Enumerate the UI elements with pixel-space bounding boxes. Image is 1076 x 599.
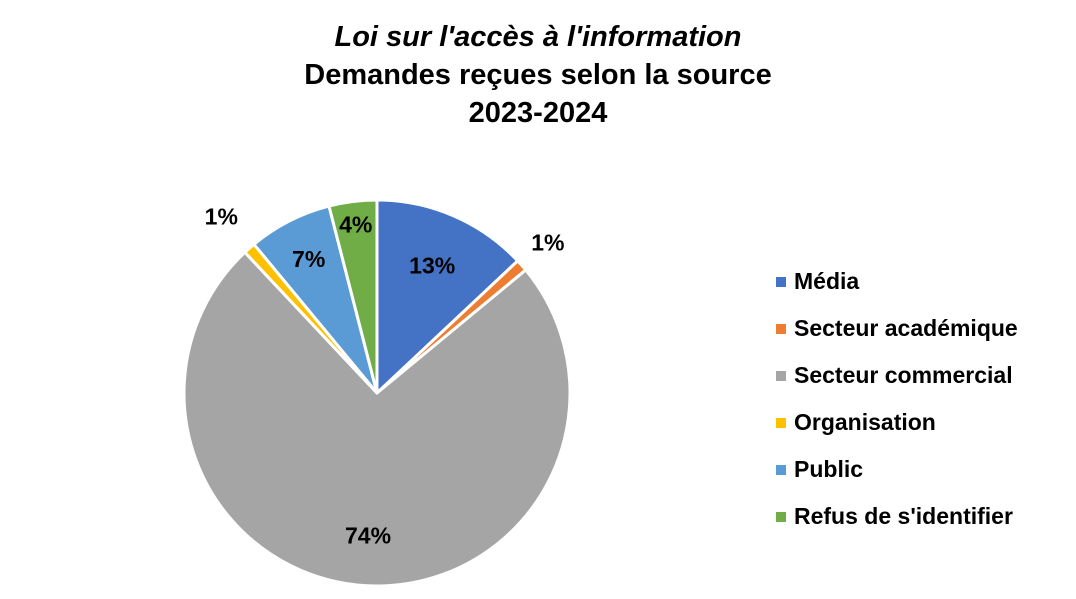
- pie-slice-secteur-commercial: [182, 250, 572, 588]
- legend-item-organisation: Organisation: [776, 399, 1018, 446]
- legend-swatch: [776, 417, 786, 428]
- pie-slice-media: [375, 198, 520, 395]
- legend-label: Public: [794, 456, 864, 482]
- chart-title-line-3: 2023-2024: [468, 97, 608, 129]
- legend-label: Organisation: [794, 409, 936, 435]
- legend-swatch: [776, 370, 786, 381]
- legend-item-secteur-academique: Secteur académique: [776, 305, 1018, 352]
- legend-label: Refus de s'identifier: [794, 503, 1013, 529]
- legend-label: Média: [794, 268, 860, 294]
- legend-swatch: [776, 323, 786, 334]
- data-label-organisation: 1%: [205, 203, 238, 229]
- legend: Média Secteur académique Secteur commercia…: [776, 258, 1018, 540]
- legend-swatch: [776, 464, 786, 475]
- data-label-secteur-commercial: 74%: [345, 523, 391, 549]
- legend-item-public: Public: [776, 446, 1018, 493]
- data-label-secteur-academique: 1%: [531, 229, 564, 255]
- legend-item-media: Média: [776, 258, 1018, 305]
- legend-label: Secteur commercial: [794, 362, 1013, 388]
- legend-label: Secteur académique: [794, 315, 1018, 341]
- chart-title: Loi sur l'accès à l'information Demandes…: [0, 18, 1076, 132]
- chart-title-line-2: Demandes reçues selon la source: [304, 59, 772, 91]
- data-label-public: 7%: [292, 246, 325, 272]
- data-label-refus-de-s-identifier: 4%: [339, 211, 372, 237]
- legend-swatch: [776, 276, 786, 287]
- chart-title-line-1: Loi sur l'accès à l'information: [334, 21, 742, 53]
- legend-item-secteur-commercial: Secteur commercial: [776, 352, 1018, 399]
- pie-slice-refus-de-s-identifier: [327, 198, 379, 395]
- legend-swatch: [776, 511, 786, 522]
- legend-item-refus-de-s-identifier: Refus de s'identifier: [776, 493, 1018, 540]
- data-label-media: 13%: [409, 252, 455, 278]
